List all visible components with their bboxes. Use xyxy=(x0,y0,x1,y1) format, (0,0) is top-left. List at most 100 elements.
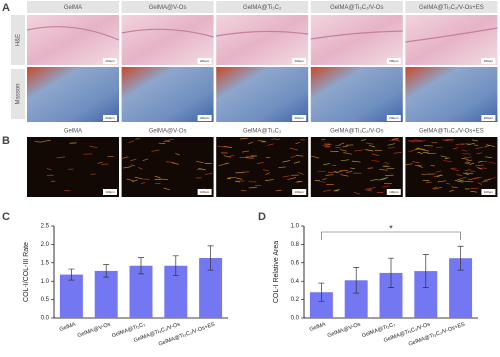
fiber xyxy=(262,169,269,172)
fiber xyxy=(368,144,376,148)
fiber xyxy=(364,148,370,152)
scale-bar-bg xyxy=(197,58,212,64)
masson-image xyxy=(27,67,119,122)
significance-label: * xyxy=(389,223,393,233)
scale-bar-bg xyxy=(386,189,401,195)
significance-bracket xyxy=(321,231,461,240)
fiber xyxy=(485,156,492,158)
he-tissue-edge xyxy=(216,30,309,37)
x-tick-label: GelMA@V-Os xyxy=(77,322,112,340)
fiber xyxy=(408,140,416,142)
y-tick-label: 1.5 xyxy=(41,260,50,266)
fiber xyxy=(383,164,391,167)
scale-bar-bg xyxy=(103,115,117,121)
error-bar xyxy=(103,264,110,278)
fiber xyxy=(371,160,380,162)
scale-bar-bg xyxy=(103,58,117,64)
fiber xyxy=(440,155,448,158)
column-header: GelMA xyxy=(64,129,82,135)
fiber xyxy=(46,168,52,170)
column-header: GelMA@Ti₃C₂/V-Os xyxy=(330,5,383,11)
fiber xyxy=(436,174,443,177)
fiber xyxy=(331,164,337,166)
fiber xyxy=(142,158,149,162)
fiber xyxy=(412,161,420,164)
fiber xyxy=(290,155,297,158)
fiber xyxy=(366,188,372,191)
scale-bar-label: 200μm xyxy=(484,59,494,63)
fiber xyxy=(393,152,402,154)
fiber xyxy=(346,170,353,173)
fiber xyxy=(298,172,304,175)
fiber xyxy=(282,175,290,178)
fiber xyxy=(488,177,496,180)
fiber xyxy=(473,176,483,180)
fiber xyxy=(151,149,160,152)
scale-bar-label: 100μm xyxy=(389,190,399,194)
fiber xyxy=(265,172,271,176)
fiber xyxy=(89,145,98,148)
column-header: GelMA@Ti₃C₂ xyxy=(243,5,282,11)
fiber xyxy=(335,147,341,149)
fiber xyxy=(165,161,175,163)
fiber xyxy=(476,152,483,155)
fiber xyxy=(472,176,480,180)
fiber xyxy=(417,165,423,168)
fiber xyxy=(287,177,297,180)
fiber xyxy=(128,140,135,144)
fiber xyxy=(417,147,424,150)
column-header-bg xyxy=(310,1,403,13)
fiber xyxy=(361,139,367,141)
fiber xyxy=(34,141,43,143)
column-header-bg xyxy=(27,1,119,13)
y-tick-label: 0.6 xyxy=(291,260,300,266)
row-label-bg xyxy=(11,15,25,65)
fiber xyxy=(324,143,332,147)
fiber xyxy=(450,168,459,172)
scale-bar-label: 200μm xyxy=(389,59,399,63)
fiber xyxy=(195,161,204,163)
fiber xyxy=(475,164,484,167)
he-image xyxy=(310,15,403,65)
fiber xyxy=(297,180,303,183)
fiber xyxy=(470,187,479,189)
scale-bar-label: 200μm xyxy=(105,59,115,63)
panel-label: D xyxy=(258,211,266,223)
fiber xyxy=(456,174,463,176)
row-label-bg xyxy=(11,69,25,119)
masson-image xyxy=(121,67,214,122)
fiber xyxy=(240,137,248,140)
error-bar xyxy=(68,268,75,281)
scale-bar-bg xyxy=(481,58,496,64)
error-bar xyxy=(318,282,325,302)
fiber xyxy=(293,161,301,164)
fiber xyxy=(470,190,477,193)
scale-bar-bg xyxy=(292,58,307,64)
fiber xyxy=(332,170,337,173)
fiber xyxy=(451,186,458,188)
fiber xyxy=(387,143,396,146)
column-header: GelMA@V-Os xyxy=(149,5,187,11)
fiber xyxy=(483,179,491,181)
fiber xyxy=(437,180,447,183)
fiber xyxy=(366,142,374,145)
column-header: GelMA@Ti₃C₂/V-Os+ES xyxy=(419,129,484,135)
fiber xyxy=(379,168,388,171)
fiber xyxy=(275,138,281,141)
fiber xyxy=(382,185,391,188)
error-bar xyxy=(138,257,144,275)
fiber xyxy=(351,160,361,163)
fiber xyxy=(130,164,135,167)
fiber xyxy=(450,167,457,169)
fiber xyxy=(257,140,266,142)
fiber xyxy=(158,142,166,145)
fiber xyxy=(454,180,464,183)
fiber xyxy=(466,159,473,162)
he-image xyxy=(216,15,309,65)
fiber xyxy=(122,156,129,159)
fiber xyxy=(417,151,423,154)
error-bar xyxy=(422,254,429,288)
row-label: H&E xyxy=(16,34,22,46)
scale-bar-label: 200μm xyxy=(200,116,210,120)
